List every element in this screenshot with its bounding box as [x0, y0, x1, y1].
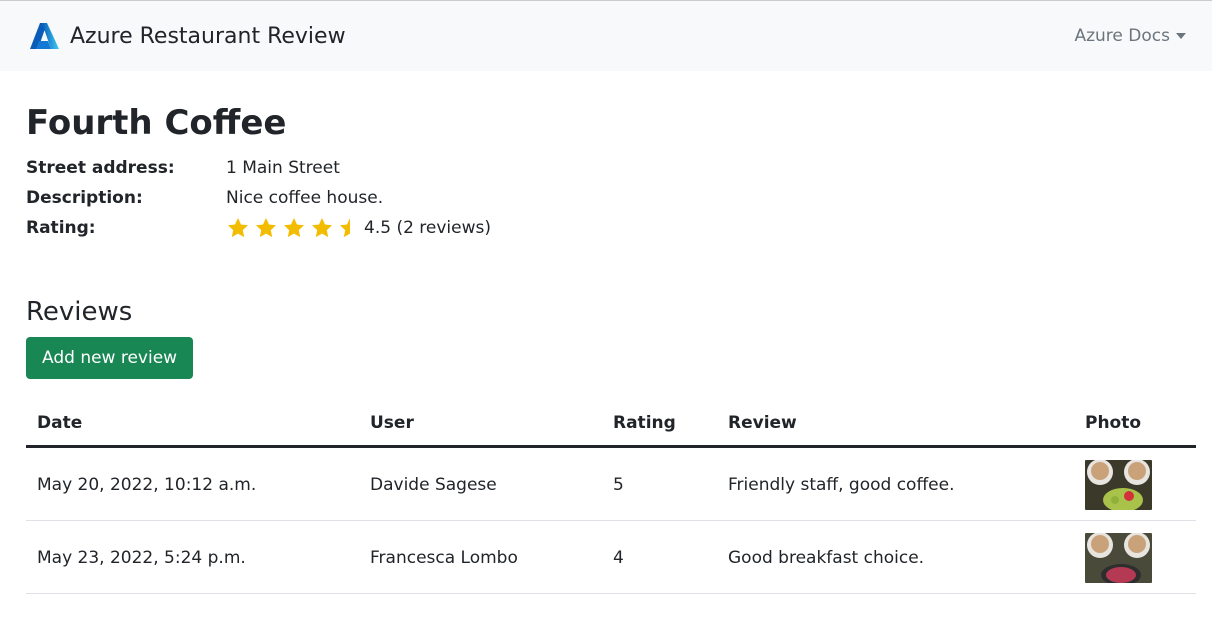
- rating-label: Rating:: [26, 218, 96, 238]
- address-value: 1 Main Street: [226, 158, 340, 178]
- app-title: Azure Restaurant Review: [70, 23, 346, 49]
- description-value: Nice coffee house.: [226, 188, 384, 208]
- col-review: Review: [717, 401, 1074, 448]
- star-half-icon: [340, 218, 350, 238]
- table-row: May 20, 2022, 10:12 a.m. Davide Sagese 5…: [26, 446, 1196, 521]
- brand-link[interactable]: Azure Restaurant Review: [30, 23, 346, 49]
- rating-text: 4.5 (2 reviews): [364, 218, 492, 238]
- col-date: Date: [26, 401, 359, 448]
- navbar: Azure Restaurant Review Azure Docs: [0, 1, 1212, 71]
- review-photo[interactable]: [1085, 460, 1152, 510]
- star-icon: [256, 218, 276, 238]
- star-icon: [284, 218, 304, 238]
- review-user: Francesca Lombo: [359, 520, 602, 594]
- col-rating: Rating: [602, 401, 717, 448]
- review-rating: 4: [602, 520, 717, 594]
- azure-docs-dropdown[interactable]: Azure Docs: [1074, 26, 1186, 46]
- star-icon: [312, 218, 332, 238]
- table-row: May 23, 2022, 5:24 p.m. Francesca Lombo …: [26, 520, 1196, 594]
- review-date: May 23, 2022, 5:24 p.m.: [26, 520, 359, 594]
- azure-logo-icon: [30, 23, 59, 49]
- review-photo[interactable]: [1085, 533, 1152, 583]
- add-review-button[interactable]: Add new review: [26, 337, 194, 379]
- col-user: User: [359, 401, 602, 448]
- star-rating: [226, 216, 350, 240]
- reviews-heading: Reviews: [26, 297, 133, 327]
- reviews-table: Date User Rating Review Photo May 20, 20…: [26, 401, 1196, 594]
- caret-down-icon: [1176, 33, 1186, 39]
- review-text: Good breakfast choice.: [717, 520, 1074, 594]
- review-text: Friendly staff, good coffee.: [717, 446, 1074, 521]
- restaurant-name: Fourth Coffee: [26, 103, 287, 143]
- address-label: Street address:: [26, 158, 175, 178]
- review-rating: 5: [602, 446, 717, 521]
- review-user: Davide Sagese: [359, 446, 602, 521]
- col-photo: Photo: [1074, 401, 1196, 448]
- star-icon: [228, 218, 248, 238]
- description-label: Description:: [26, 188, 143, 208]
- azure-docs-label: Azure Docs: [1074, 26, 1170, 46]
- review-date: May 20, 2022, 10:12 a.m.: [26, 446, 359, 521]
